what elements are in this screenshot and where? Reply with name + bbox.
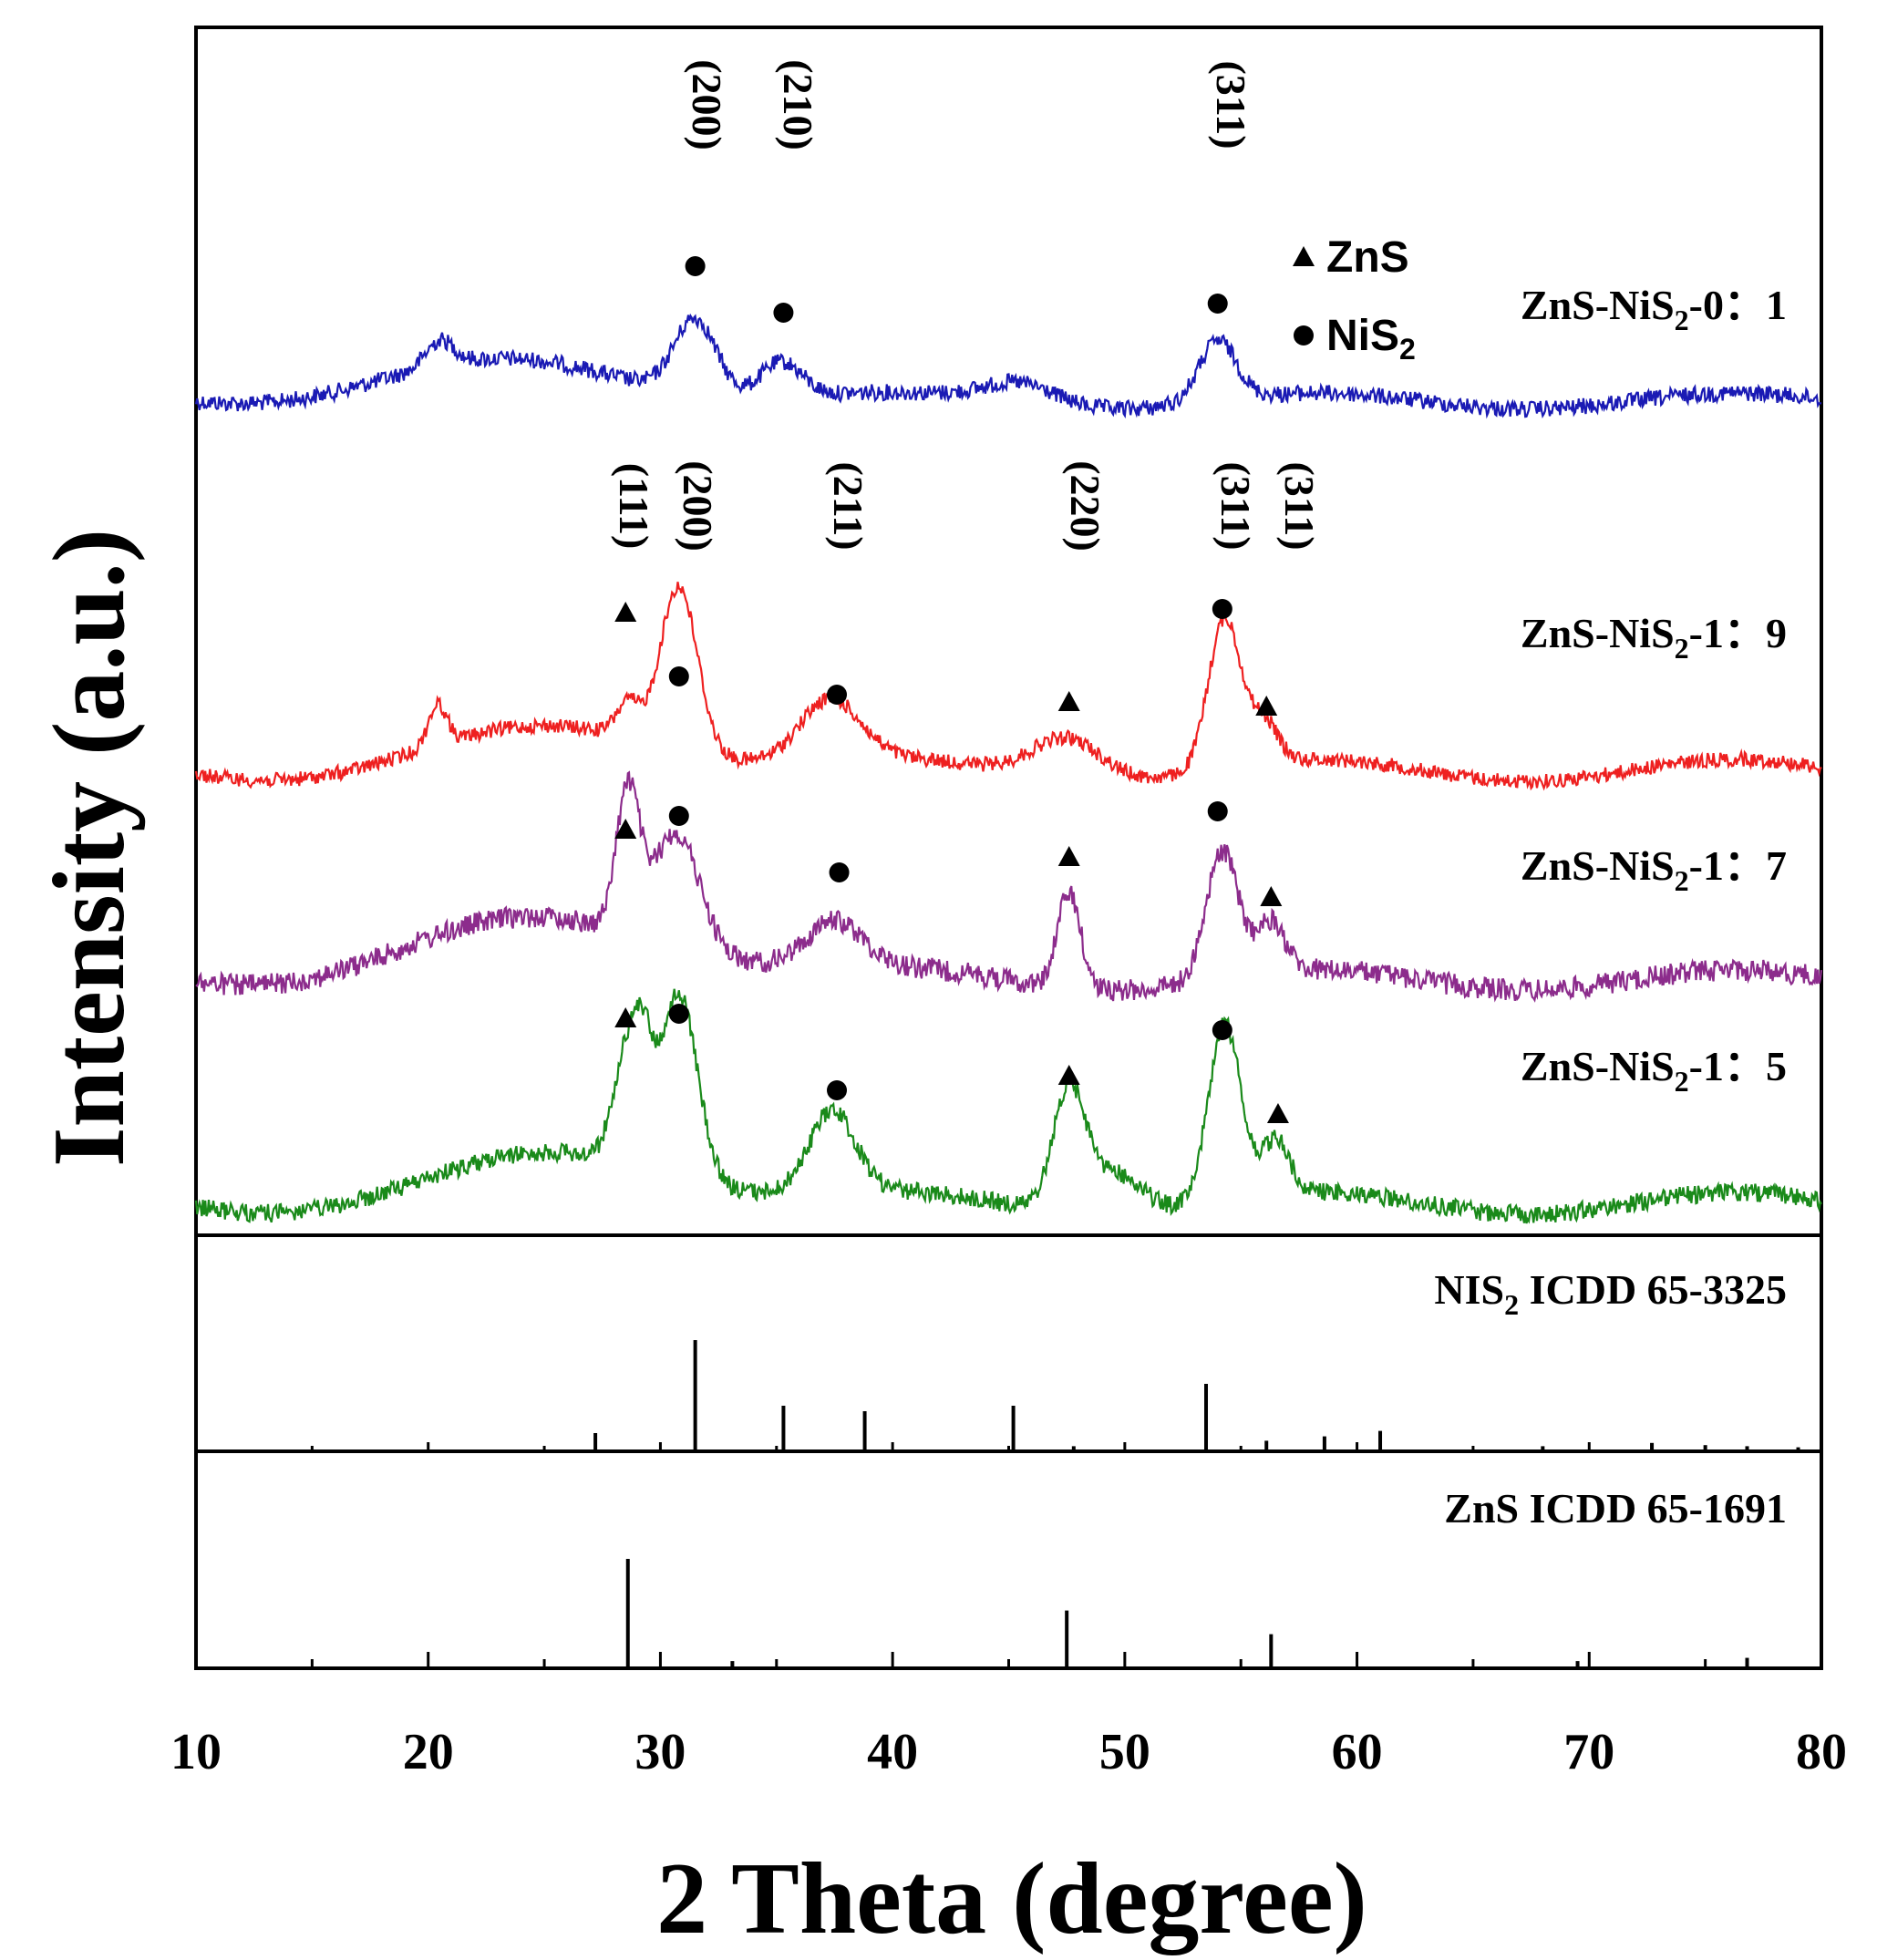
hkl-label-mid: (200) — [675, 460, 721, 552]
x-axis-title: 2 Theta (degree) — [656, 1842, 1367, 1955]
nis2-peak-marker — [773, 303, 794, 323]
legend-triangle-icon — [1293, 246, 1315, 266]
series-line-2 — [194, 582, 1822, 791]
hkl-label-mid: (211) — [825, 461, 871, 550]
zns-peak-marker — [614, 1007, 637, 1027]
series-line-1 — [194, 313, 1822, 419]
nis2-peak-marker — [1212, 1020, 1232, 1040]
x-tick-label: 40 — [867, 1724, 918, 1780]
zns-peak-marker — [1260, 886, 1283, 906]
nis2-peak-marker — [1207, 294, 1228, 314]
x-axis: 10 20 30 40 50 60 70 80 — [170, 1442, 1847, 1780]
nis2-peak-marker — [668, 806, 689, 826]
x-tick-label: 10 — [170, 1724, 222, 1780]
hkl-label-mid: (311) — [1212, 461, 1259, 550]
zns-peak-marker — [1057, 1065, 1080, 1085]
nis2-peak-marker — [827, 1080, 848, 1100]
nis2-peak-marker — [668, 1004, 689, 1024]
hkl-label-top: (311) — [1208, 60, 1254, 149]
nis2-peak-marker — [827, 685, 848, 705]
hkl-label-top: (200) — [684, 59, 730, 150]
nis2-peak-marker — [1212, 599, 1232, 619]
hkl-label-mid: (220) — [1062, 460, 1109, 552]
legend-circle-icon — [1294, 325, 1314, 346]
nis2-peak-marker — [829, 862, 850, 882]
x-tick-label: 80 — [1796, 1724, 1847, 1780]
legend: ZnS NiS2 — [1293, 233, 1416, 366]
nis2-peak-marker — [685, 256, 706, 276]
x-tick-label: 50 — [1099, 1724, 1150, 1780]
zns-peak-marker — [1266, 1103, 1289, 1123]
x-tick-label: 20 — [403, 1724, 454, 1780]
series-label-1: ZnS-NiS2-0：1 — [1521, 282, 1787, 336]
zns-peak-marker — [1057, 846, 1080, 866]
reference-patterns: NIS2 ICDD 65-3325 ZnS ICDD 65-1691 — [593, 1266, 1800, 1666]
xrd-series — [194, 313, 1823, 1224]
x-tick-label: 60 — [1332, 1724, 1383, 1780]
x-tick-label: 70 — [1563, 1724, 1614, 1780]
x-tick-label: 30 — [634, 1724, 686, 1780]
zns-peak-marker — [614, 819, 637, 839]
nis2-peak-marker — [668, 666, 689, 686]
y-axis-title: Intensity (a.u.) — [33, 529, 146, 1167]
series-label-3: ZnS-NiS2-1：7 — [1521, 842, 1787, 897]
reference-label-1: NIS2 ICDD 65-3325 — [1434, 1266, 1787, 1321]
zns-peak-marker — [614, 602, 637, 622]
series-line-4 — [194, 988, 1822, 1224]
reference-label-2: ZnS ICDD 65-1691 — [1444, 1485, 1787, 1532]
hkl-labels: (200) (210) (311) (111) (200) (211) (220) (311)… — [611, 59, 1323, 552]
series-label-4: ZnS-NiS2-1：5 — [1521, 1043, 1787, 1098]
legend-label: NiS2 — [1326, 312, 1416, 366]
series-labels: ZnS-NiS2-0：1 ZnS-NiS2-1：9 ZnS-NiS2-1：7 ZnS-… — [1521, 282, 1787, 1098]
series-label-2: ZnS-NiS2-1：9 — [1521, 610, 1787, 665]
legend-label: ZnS — [1326, 233, 1409, 282]
nis2-peak-marker — [1207, 801, 1228, 821]
hkl-label-mid: (111) — [611, 463, 657, 550]
hkl-label-top: (210) — [775, 59, 821, 150]
series-line-3 — [195, 770, 1823, 1003]
zns-peak-marker — [1255, 696, 1278, 716]
hkl-label-mid: (311) — [1276, 461, 1323, 550]
peak-markers — [614, 256, 1289, 1123]
zns-peak-marker — [1057, 691, 1080, 711]
